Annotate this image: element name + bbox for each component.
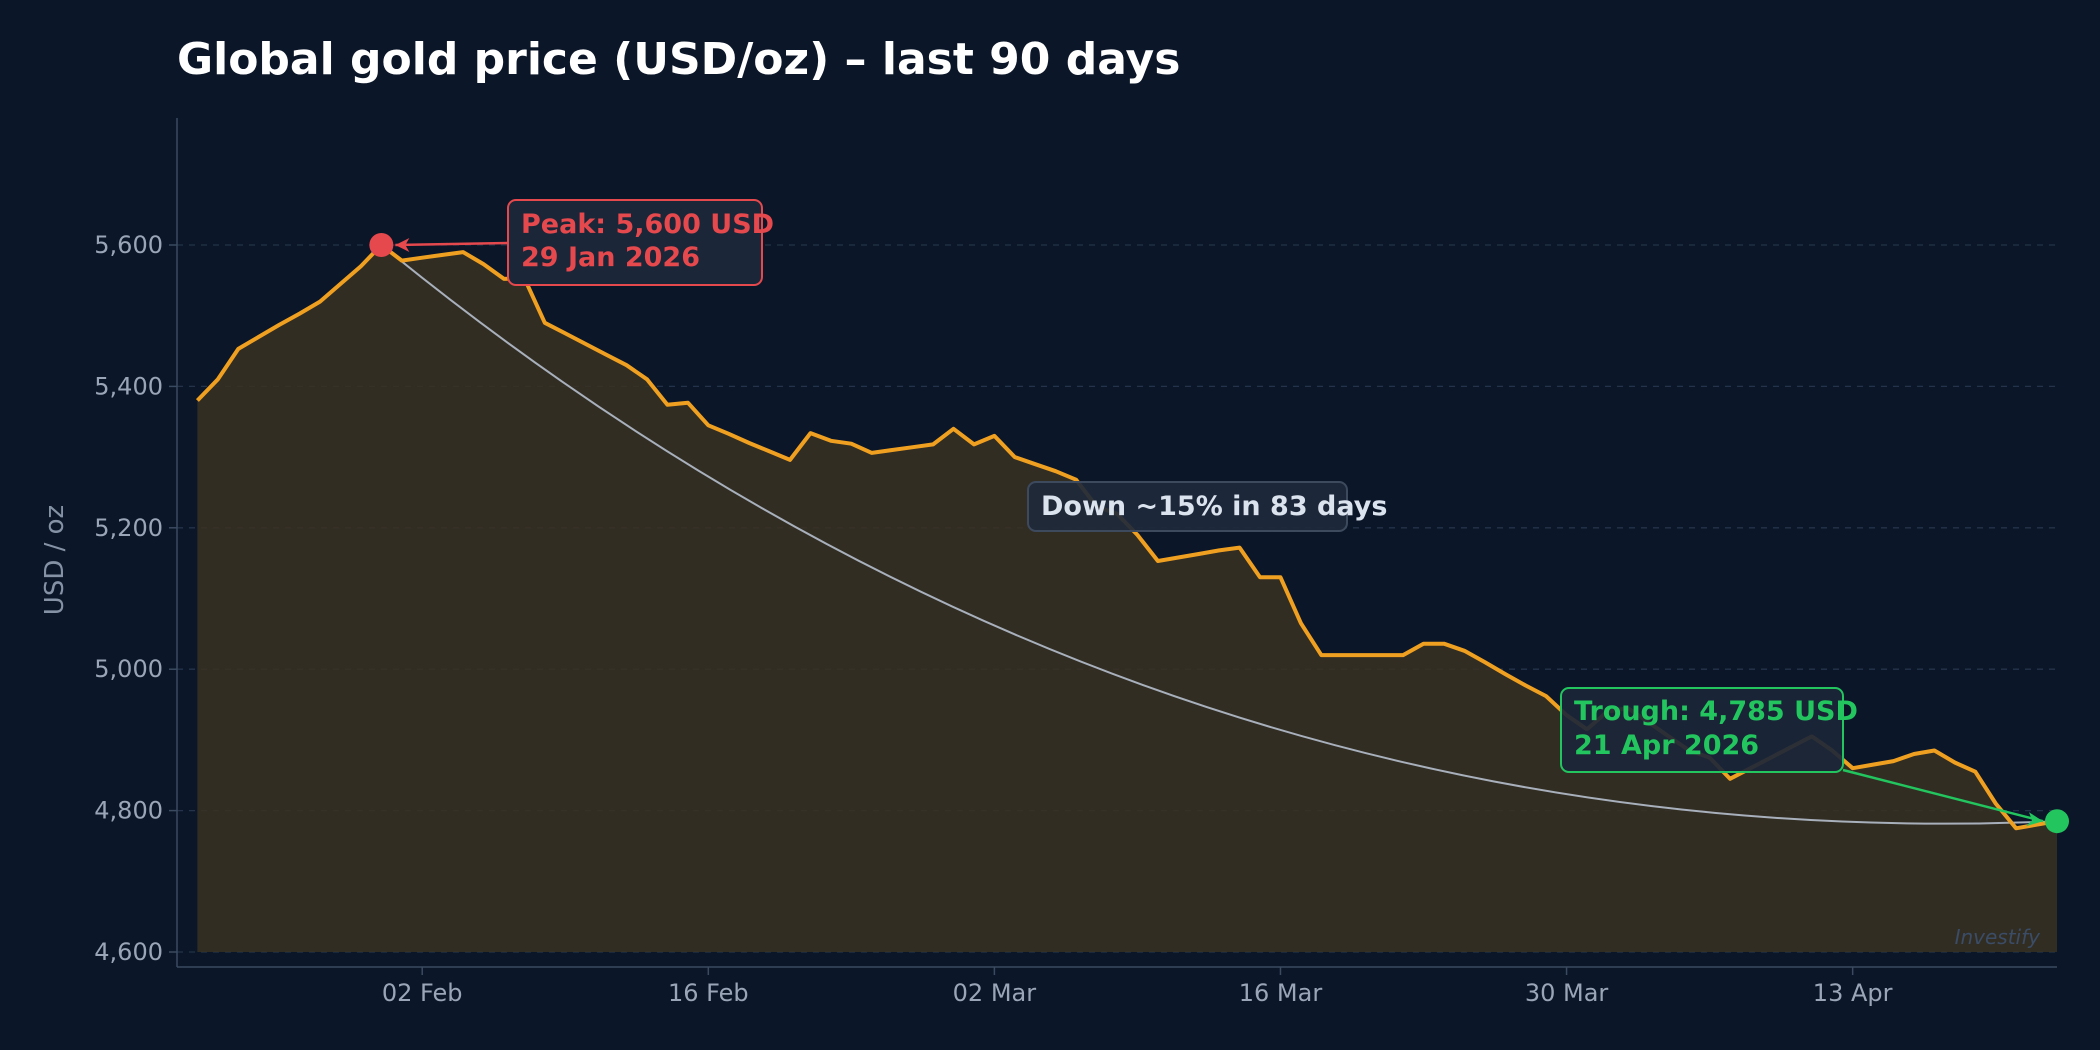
y-axis-label: USD / oz (40, 505, 70, 615)
y-axis-ticks: 4,600 4,800 5,000 5,200 5,400 5,600 (94, 231, 177, 966)
x-tick-label-1: 16 Feb (668, 979, 749, 1007)
peak-label-date: 29 Jan 2026 (521, 242, 700, 273)
trough-marker (2045, 809, 2069, 834)
chart-title: Global gold price (USD/oz) – last 90 day… (177, 34, 1180, 85)
trough-label-value: Trough: 4,785 USD (1574, 696, 1858, 727)
x-tick-label-5: 13 Apr (1813, 979, 1893, 1007)
x-tick-label-0: 02 Feb (382, 979, 463, 1007)
trend-curve (380, 244, 2058, 825)
change-note-box (1027, 481, 1348, 532)
peak-connector (395, 241, 509, 247)
y-tick-label-4600: 4,600 (94, 938, 163, 966)
change-note-text: Down ~15% in 83 days (1041, 491, 1387, 522)
peak-marker (369, 233, 394, 257)
price-area-fill (197, 245, 2057, 952)
trough-label-box (1560, 687, 1844, 773)
y-tick-label-5200: 5,200 (94, 514, 163, 542)
x-tick-label-2: 02 Mar (953, 979, 1037, 1007)
y-tick-label-5400: 5,400 (94, 372, 163, 400)
trough-connector (1842, 768, 2044, 823)
y-tick-label-5000: 5,000 (94, 655, 163, 683)
trough-arrowhead (2026, 812, 2043, 827)
x-tick-label-3: 16 Mar (1239, 979, 1323, 1007)
y-tick-label-5600: 5,600 (94, 231, 163, 259)
watermark: Investify (1955, 925, 2042, 949)
peak-label-box (507, 199, 763, 286)
peak-arrowhead (395, 238, 410, 252)
y-tick-label-4800: 4,800 (94, 797, 163, 825)
trough-label-date: 21 Apr 2026 (1574, 730, 1759, 761)
x-tick-label-4: 30 Mar (1525, 979, 1609, 1007)
axes (176, 118, 2057, 968)
peak-label-value: Peak: 5,600 USD (521, 209, 774, 240)
x-axis-ticks: 02 Feb 16 Feb 02 Mar 16 Mar 30 Mar 13 Apr (382, 967, 1893, 1007)
